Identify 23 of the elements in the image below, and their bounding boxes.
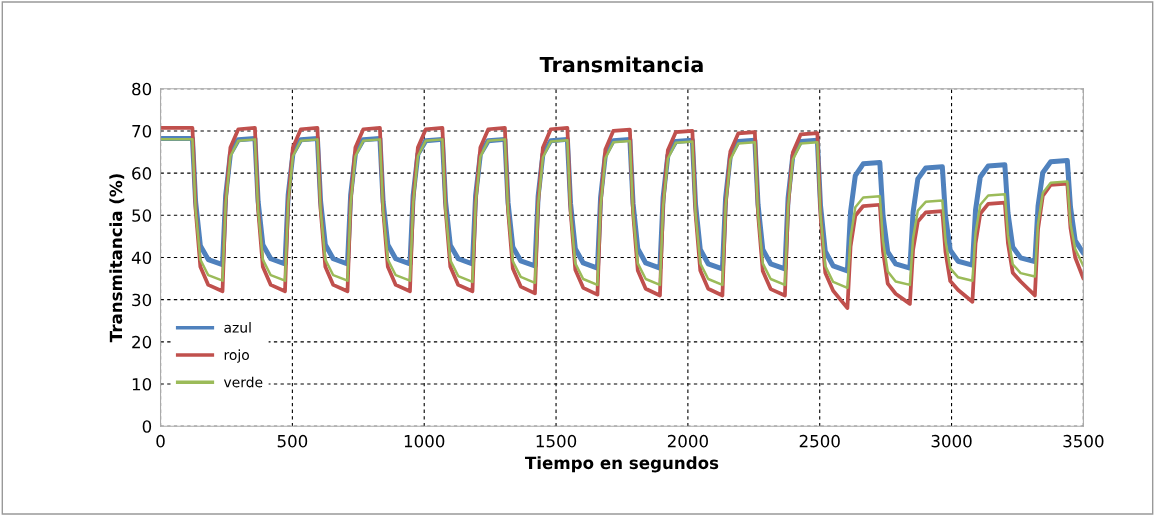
legend-label: azul	[224, 321, 251, 333]
legend-label: verde	[223, 376, 263, 388]
x-tick-label: 2500	[799, 434, 840, 448]
y-tick-label: 0	[142, 420, 152, 433]
legend-label: rojo	[224, 349, 249, 363]
y-tick-label: 30	[132, 293, 152, 307]
x-tick-label: 1000	[404, 434, 445, 448]
x-axis-title: Tiempo en segundos	[525, 456, 719, 473]
x-tick-label: 1500	[536, 434, 577, 448]
x-tick-label: 3500	[1063, 434, 1104, 448]
x-tick-label: 500	[277, 434, 308, 448]
x-tick-label: 0	[156, 434, 165, 448]
y-tick-label: 20	[132, 335, 152, 349]
x-tick-label: 3000	[931, 434, 972, 448]
y-tick-label: 50	[132, 209, 152, 222]
y-tick-label: 40	[131, 251, 152, 265]
chart-title: Transmitancia	[539, 56, 703, 73]
y-tick-label: 60	[132, 167, 152, 180]
y-tick-label: 80	[132, 82, 152, 96]
y-tick-label: 10	[132, 378, 152, 391]
y-axis-title: Transmitancia (%)	[109, 174, 125, 343]
y-tick-label: 70	[132, 124, 152, 138]
x-tick-label: 2000	[667, 434, 708, 448]
